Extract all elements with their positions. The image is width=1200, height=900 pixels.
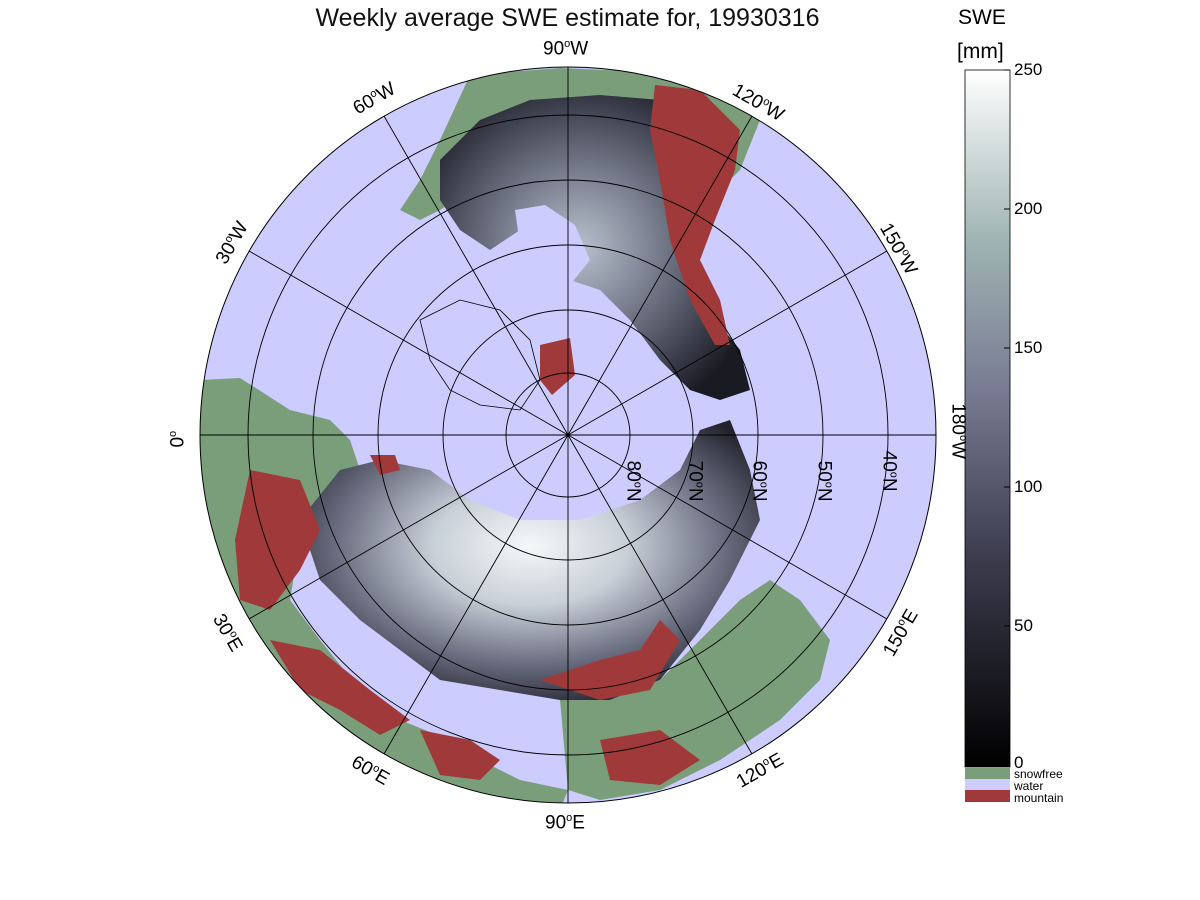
lon-label-90w: 90oW [543,38,589,60]
colorbar-tick-150: 150 [1014,338,1043,357]
colorbar-tick-250: 250 [1014,60,1043,79]
colorbar-gradient [964,69,1011,768]
colorbar-title: SWE [958,6,1006,29]
legend-swatch-water [965,779,1010,790]
colorbar-tick-100: 100 [1014,477,1043,496]
legend-label-water: water [1014,779,1044,793]
lat-label-80n: 80oN [622,460,644,502]
greenland [419,299,541,411]
colorbar-tick-0: 0 [1014,753,1024,772]
colorbar-ticks [1004,69,1010,766]
lon-label-180w: 180oW [947,403,970,460]
lon-label-90e: 90oE [545,812,585,834]
colorbar-tick-50: 50 [1014,616,1033,635]
legend-swatch-snowfree [965,768,1010,779]
legend-swatch-mountain [965,790,1010,802]
eurasia-snow [300,420,760,700]
legend-label-mountain: mountain [1014,791,1064,805]
colorbar-tick-200: 200 [1014,199,1043,218]
lat-label-70n: 70oN [684,460,706,502]
lat-label-60n: 60oN [748,460,770,502]
map-border [199,66,937,804]
lat-label-40n: 40oN [878,450,900,492]
lon-label-0: 0o [167,430,189,448]
legend-label-snowfree: snowfree [1014,767,1063,781]
lat-label-50n: 50oN [813,460,835,502]
meridian-lines [200,67,936,803]
hudson-bay [515,205,590,285]
figure-title: Weekly average SWE estimate for, 1993031… [315,4,820,32]
colorbar-unit: [mm] [957,40,1004,63]
